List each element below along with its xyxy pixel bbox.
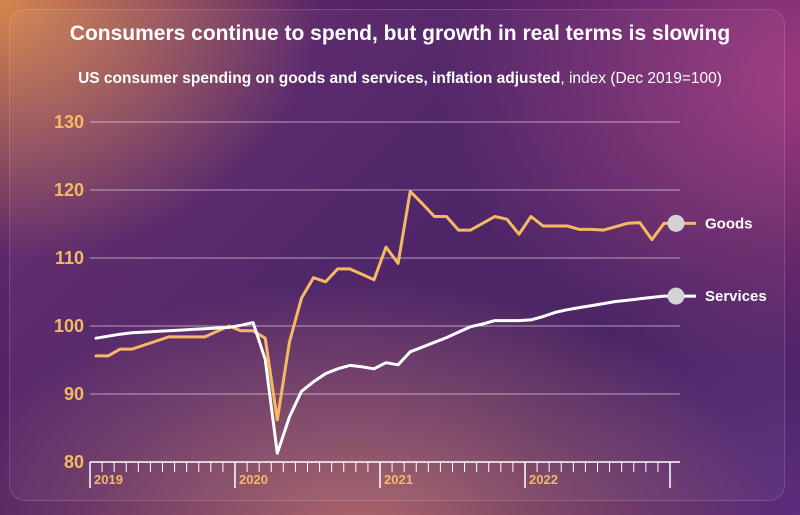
goods-series-line	[94, 189, 666, 422]
y-tick-label: 110	[55, 248, 84, 268]
goods-end-marker	[667, 214, 685, 232]
subtitle-units: , index (Dec 2019=100)	[560, 70, 722, 87]
y-tick-label: 100	[54, 316, 84, 336]
y-tick-label: 90	[64, 384, 84, 404]
x-tick-label: 2019	[94, 472, 123, 487]
services-series-label: Services	[705, 288, 767, 305]
chart-card	[9, 9, 785, 501]
x-axis: 2019 2020 2021 2022	[89, 461, 680, 488]
y-tick-label: 80	[64, 452, 84, 472]
x-tick-label: 2020	[239, 472, 268, 487]
series-lines	[94, 189, 666, 455]
y-tick-label: 130	[54, 112, 84, 132]
series-labels: Goods Services	[663, 214, 767, 305]
goods-series-label: Goods	[705, 215, 753, 232]
chart-title: Consumers continue to spend, but growth …	[69, 22, 731, 45]
subtitle-main: US consumer spending on goods and servic…	[78, 70, 561, 87]
services-end-marker	[667, 287, 685, 305]
services-series-line	[94, 294, 666, 455]
chart-subtitle: US consumer spending on goods and servic…	[0, 70, 800, 88]
x-tick-label: 2021	[384, 472, 413, 487]
grid-lines	[90, 121, 680, 395]
y-tick-label: 120	[54, 180, 84, 200]
x-tick-label: 2022	[529, 472, 558, 487]
y-axis-ticks: 80 90 100 110 120 130	[54, 112, 84, 472]
